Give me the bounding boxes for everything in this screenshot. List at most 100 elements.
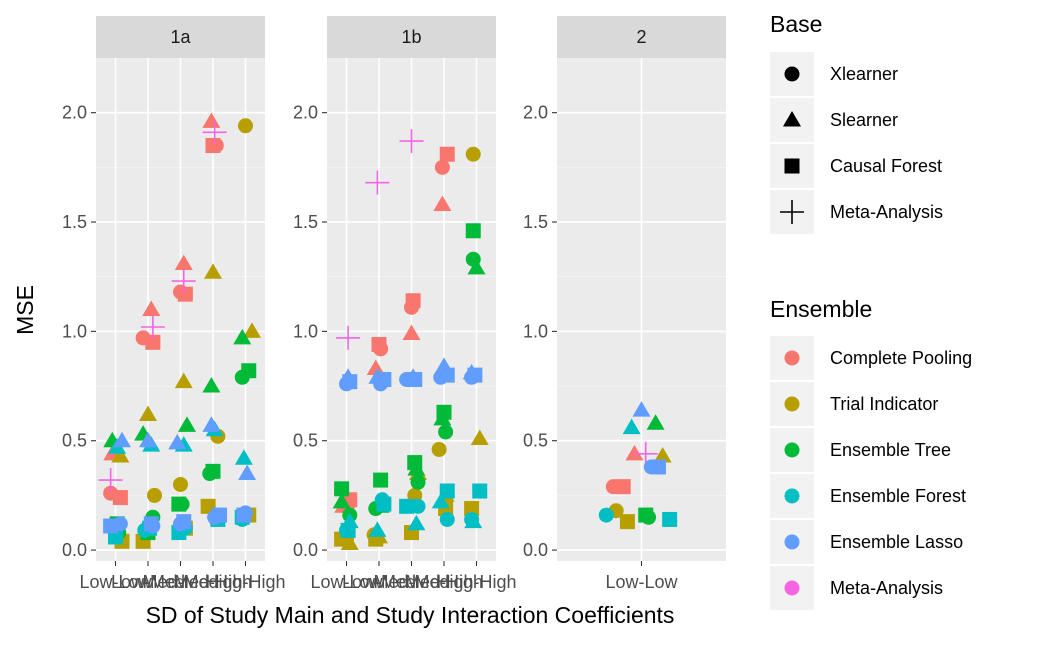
facet-strip-label: 1a [170, 27, 191, 47]
data-point [436, 404, 452, 420]
data-point [142, 300, 161, 316]
data-point [431, 492, 450, 509]
x-tick-label: Med-Med [142, 572, 218, 592]
data-point [113, 431, 131, 448]
data-point [174, 254, 193, 271]
data-point [598, 507, 614, 523]
data-point [646, 414, 665, 430]
legend-label: Causal Forest [830, 156, 942, 176]
legend-label: Trial Indicator [830, 394, 938, 414]
y-tick-label: 2.0 [523, 103, 548, 123]
legend-color-swatch [784, 534, 800, 550]
data-point [625, 444, 644, 461]
data-point [434, 159, 450, 175]
y-axis-title: MSE [12, 285, 38, 335]
data-point [633, 441, 658, 466]
data-point [465, 223, 481, 239]
data-point [171, 269, 196, 294]
y-tick-label: 0.5 [293, 431, 318, 451]
y-tick-label: 1.0 [293, 321, 318, 341]
legend-color-swatch [784, 350, 800, 366]
data-point [174, 372, 193, 389]
y-tick-label: 0.0 [293, 540, 318, 560]
data-point [399, 129, 424, 154]
data-point [439, 367, 455, 383]
data-point [615, 479, 631, 495]
x-tick-label: Low-Low [79, 572, 152, 592]
legend-color-swatch [784, 580, 800, 596]
data-point [438, 424, 454, 440]
y-tick-label: 1.5 [293, 212, 318, 232]
data-point [376, 496, 392, 512]
data-point [202, 112, 221, 128]
data-point [342, 374, 358, 390]
data-point [202, 416, 221, 432]
data-point [241, 363, 257, 379]
data-point [405, 293, 421, 309]
data-point [650, 459, 666, 475]
x-tick-label: Med-High [174, 572, 252, 592]
data-point [140, 314, 165, 339]
x-axis-title: SD of Study Main and Study Interaction C… [146, 602, 675, 628]
legend-label: Ensemble Lasso [830, 532, 963, 552]
data-point [366, 359, 385, 376]
data-point [178, 416, 196, 432]
data-point [332, 492, 351, 509]
y-tick-label: 0.0 [62, 540, 87, 560]
legend-symbol-plus [780, 200, 804, 224]
data-point [376, 371, 392, 387]
data-point [368, 521, 387, 537]
y-tick-label: 1.5 [523, 212, 548, 232]
data-point [638, 507, 654, 523]
y-tick-label: 1.0 [62, 321, 87, 341]
y-tick-label: 1.0 [523, 321, 548, 341]
data-point [465, 146, 481, 162]
data-point [202, 377, 221, 393]
data-point [139, 405, 157, 421]
data-point [464, 501, 480, 517]
data-point [177, 286, 193, 302]
y-tick-label: 0.5 [523, 431, 548, 451]
legend-title-base: Base [770, 11, 822, 37]
legend-title-ensemble: Ensemble [770, 296, 872, 322]
data-point [622, 418, 641, 435]
y-tick-label: 2.0 [293, 103, 318, 123]
y-tick-label: 0.0 [523, 540, 548, 560]
data-point [334, 481, 350, 497]
data-point [236, 507, 252, 523]
data-point [410, 474, 426, 490]
data-point [205, 137, 221, 153]
legend-symbol-square [784, 158, 800, 174]
data-point [365, 170, 390, 195]
y-tick-label: 2.0 [62, 103, 87, 123]
data-point [168, 433, 187, 450]
data-point [139, 431, 157, 448]
legend-label: Xlearner [830, 64, 898, 84]
facet-strip-label: 1b [401, 27, 421, 47]
data-point [145, 334, 161, 350]
legend-label: Complete Pooling [830, 348, 972, 368]
legend-color-swatch [784, 442, 800, 458]
data-point [407, 514, 426, 531]
data-point [238, 464, 257, 481]
data-point [433, 195, 452, 212]
legend-symbol-triangle [783, 111, 801, 127]
legend-label: Meta-Analysis [830, 578, 943, 598]
data-point [470, 429, 489, 446]
data-point [212, 507, 227, 523]
data-point [467, 367, 483, 383]
x-tick-label: High-High [205, 572, 285, 592]
x-tick-label: Low-Low [605, 572, 678, 592]
data-point [439, 511, 455, 527]
data-point [143, 516, 159, 532]
data-point [204, 263, 222, 279]
data-point [407, 455, 423, 471]
legend-label: Meta-Analysis [830, 202, 943, 222]
data-point [371, 336, 387, 352]
x-tick-label: High-High [436, 572, 516, 592]
data-point [399, 498, 415, 514]
y-tick-label: 1.5 [62, 212, 87, 232]
data-point [243, 322, 261, 338]
data-point [464, 512, 483, 529]
